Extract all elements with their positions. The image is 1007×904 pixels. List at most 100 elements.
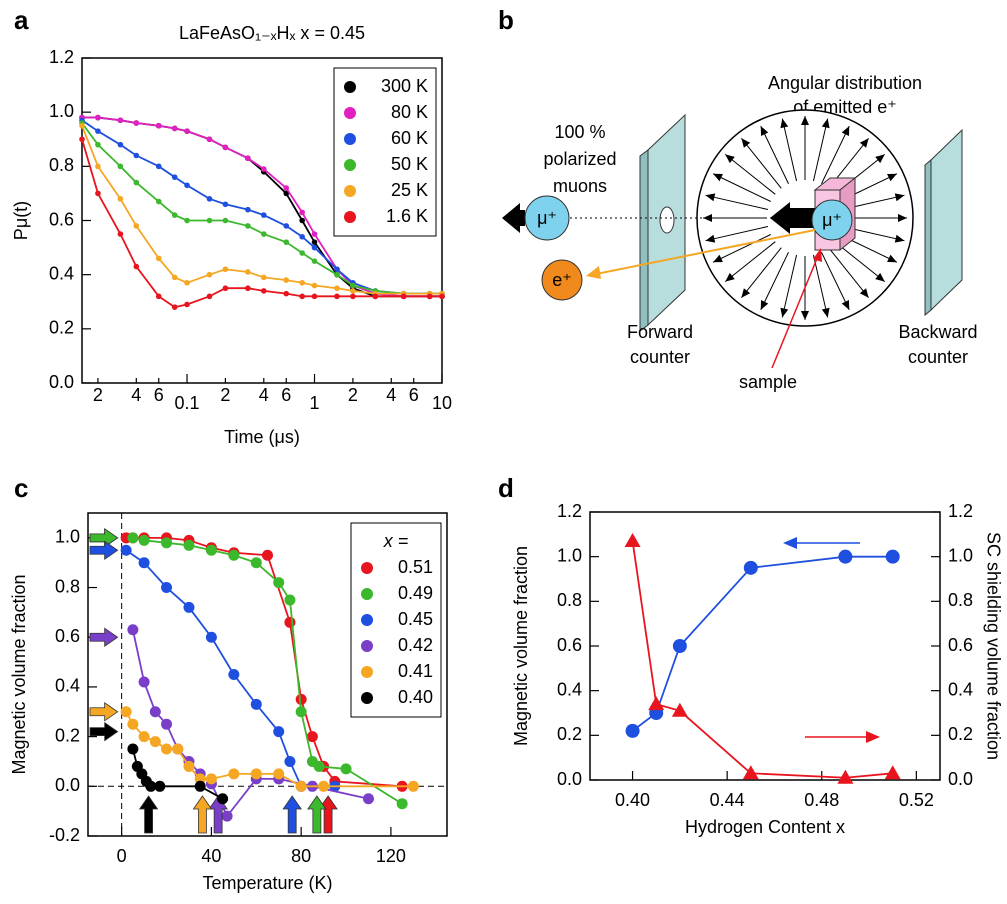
- data-point: [228, 669, 240, 680]
- x-tick-label: 80: [291, 846, 311, 866]
- data-point: [624, 533, 641, 548]
- axis-indicator-arrowhead: [866, 731, 880, 743]
- series-line: [81, 122, 442, 295]
- data-point: [250, 557, 262, 569]
- emission-ray: [781, 254, 798, 318]
- legend-label: 25 K: [391, 180, 428, 200]
- indicator-arrow: [89, 721, 119, 742]
- data-point: [172, 743, 184, 755]
- emission-ray-head: [760, 300, 769, 310]
- data-point: [95, 114, 101, 121]
- data-point: [299, 279, 305, 286]
- x-tick-label: 0.52: [899, 790, 934, 810]
- data-point: [184, 279, 190, 286]
- positron-symbol: e⁺: [552, 270, 572, 290]
- data-point: [885, 549, 900, 564]
- x-axis-label: Time (μs): [224, 427, 300, 447]
- counter-hole: [659, 206, 675, 234]
- data-point: [138, 534, 150, 546]
- panel-label: c: [14, 473, 28, 503]
- data-point: [127, 532, 139, 544]
- emission-ray-head: [713, 173, 723, 182]
- data-point: [250, 768, 262, 780]
- data-point: [138, 557, 150, 569]
- data-point: [318, 780, 330, 792]
- x-tick-label: 0.48: [804, 790, 839, 810]
- data-point: [273, 577, 285, 589]
- data-point: [127, 624, 139, 636]
- forward-counter-side: [639, 149, 649, 332]
- emission-ray-head: [859, 288, 869, 298]
- data-point: [117, 231, 124, 237]
- emission-ray: [705, 194, 769, 211]
- data-point: [171, 274, 178, 281]
- data-point: [155, 122, 162, 129]
- data-point: [171, 125, 178, 132]
- x-tick-label: 0: [117, 846, 127, 866]
- emission-ray-head: [741, 288, 751, 298]
- data-point: [221, 810, 233, 822]
- data-point: [171, 304, 178, 310]
- legend-marker: [344, 133, 356, 145]
- data-point: [161, 537, 173, 549]
- data-point: [334, 266, 340, 273]
- data-point: [295, 780, 307, 792]
- data-point: [284, 594, 296, 606]
- data-point: [334, 271, 340, 278]
- y-tick-label: 1.0: [557, 545, 582, 565]
- y2-tick-label: 0.4: [948, 679, 973, 699]
- emission-ray-head: [705, 234, 716, 243]
- y-axis-label: Pμ(t): [11, 201, 31, 240]
- diagram-label: counter: [908, 347, 968, 367]
- backward-counter: [930, 128, 963, 312]
- emission-ray: [724, 241, 776, 282]
- data-point: [273, 768, 285, 780]
- x-tick-label: 120: [376, 846, 406, 866]
- data-point: [206, 271, 213, 278]
- data-point: [205, 544, 217, 556]
- series-line: [631, 540, 893, 779]
- series-line: [632, 555, 893, 732]
- emission-ray-head: [780, 307, 789, 318]
- data-point: [133, 179, 140, 186]
- data-point: [245, 155, 251, 162]
- plot-frame: [87, 512, 448, 837]
- data-point: [340, 763, 352, 775]
- emission-ray-head: [725, 154, 735, 164]
- data-point: [299, 233, 305, 240]
- legend-label: 0.41: [398, 661, 433, 681]
- muon-symbol: μ⁺: [822, 210, 842, 230]
- muon: [811, 199, 853, 241]
- y-tick-label: 0.0: [55, 775, 80, 795]
- backward-counter-side: [924, 158, 932, 317]
- y2-tick-label: 0.8: [948, 590, 973, 610]
- diagram-label: 100 %: [554, 122, 605, 142]
- data-point: [183, 760, 195, 772]
- series-line: [81, 125, 442, 295]
- legend-marker: [344, 81, 356, 93]
- data-point: [311, 244, 318, 251]
- legend-marker: [361, 640, 373, 652]
- legend-title: x =: [383, 531, 409, 551]
- legend-label: 80 K: [391, 102, 428, 122]
- diagram-label: Backward: [898, 322, 977, 342]
- data-point: [206, 196, 213, 202]
- emission-ray: [741, 247, 782, 299]
- x-tick-label: 6: [154, 385, 164, 405]
- positron: [541, 259, 583, 301]
- legend-label: 0.42: [398, 635, 433, 655]
- data-point: [184, 128, 190, 134]
- legend-marker: [361, 692, 373, 704]
- data-point: [194, 780, 206, 792]
- data-point: [120, 544, 132, 556]
- data-point: [222, 144, 229, 151]
- data-point: [299, 250, 305, 256]
- data-point: [283, 290, 290, 297]
- data-point: [299, 217, 305, 224]
- diagram-label: sample: [739, 372, 797, 392]
- emission-ray-head: [821, 307, 830, 318]
- emission-ray-head: [859, 138, 869, 148]
- data-point: [183, 601, 195, 613]
- data-point: [184, 182, 190, 189]
- legend-label: 60 K: [391, 128, 428, 148]
